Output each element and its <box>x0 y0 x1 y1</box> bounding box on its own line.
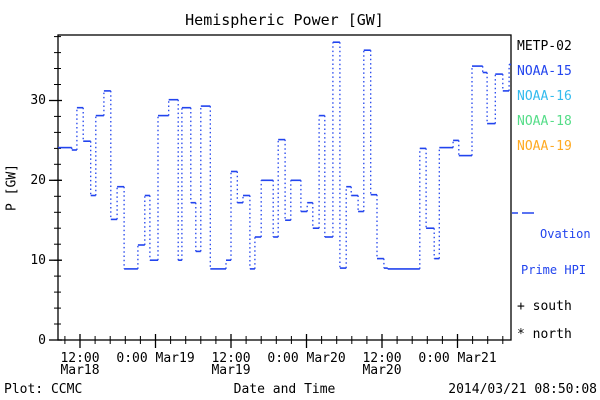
plot-credit: Plot: CCMC <box>4 382 83 397</box>
plot-timestamp: 2014/03/21 08:50:08 <box>448 382 597 397</box>
y-tick-label: 30 <box>30 92 46 108</box>
legend-item-metp-02: METP-02 <box>517 39 572 54</box>
x-tick-label: 12:00 Mar18 <box>60 351 100 378</box>
chart-title: Hemispheric Power [GW] <box>185 11 384 29</box>
y-tick-label: 10 <box>30 252 46 268</box>
y-tick-label: 0 <box>38 332 46 348</box>
legend-item-noaa-19: NOAA-19 <box>517 139 572 154</box>
ovation-legend-label-1: Ovation <box>540 227 591 241</box>
x-tick-label: 12:00 Mar19 <box>211 351 251 378</box>
legend-item-noaa-16: NOAA-16 <box>517 89 572 104</box>
ovation-legend: Ovation Prime HPI <box>521 204 591 300</box>
hemisphere-marker-north: * north <box>517 327 572 342</box>
x-tick-label: 0:00 Mar21 <box>418 351 497 366</box>
ovation-legend-label-2: Prime HPI <box>521 263 587 277</box>
legend-item-noaa-15: NOAA-15 <box>517 64 572 79</box>
x-tick-label: 12:00 Mar20 <box>362 351 402 378</box>
x-tick-label: 0:00 Mar19 <box>116 351 195 366</box>
hemisphere-marker-south: + south <box>517 299 572 314</box>
y-tick-label: 20 <box>30 172 46 188</box>
x-tick-label: 0:00 Mar20 <box>267 351 346 366</box>
x-axis-title: Date and Time <box>233 382 336 397</box>
legend-item-noaa-18: NOAA-18 <box>517 114 572 129</box>
y-axis-title: P [GW] <box>4 164 20 211</box>
